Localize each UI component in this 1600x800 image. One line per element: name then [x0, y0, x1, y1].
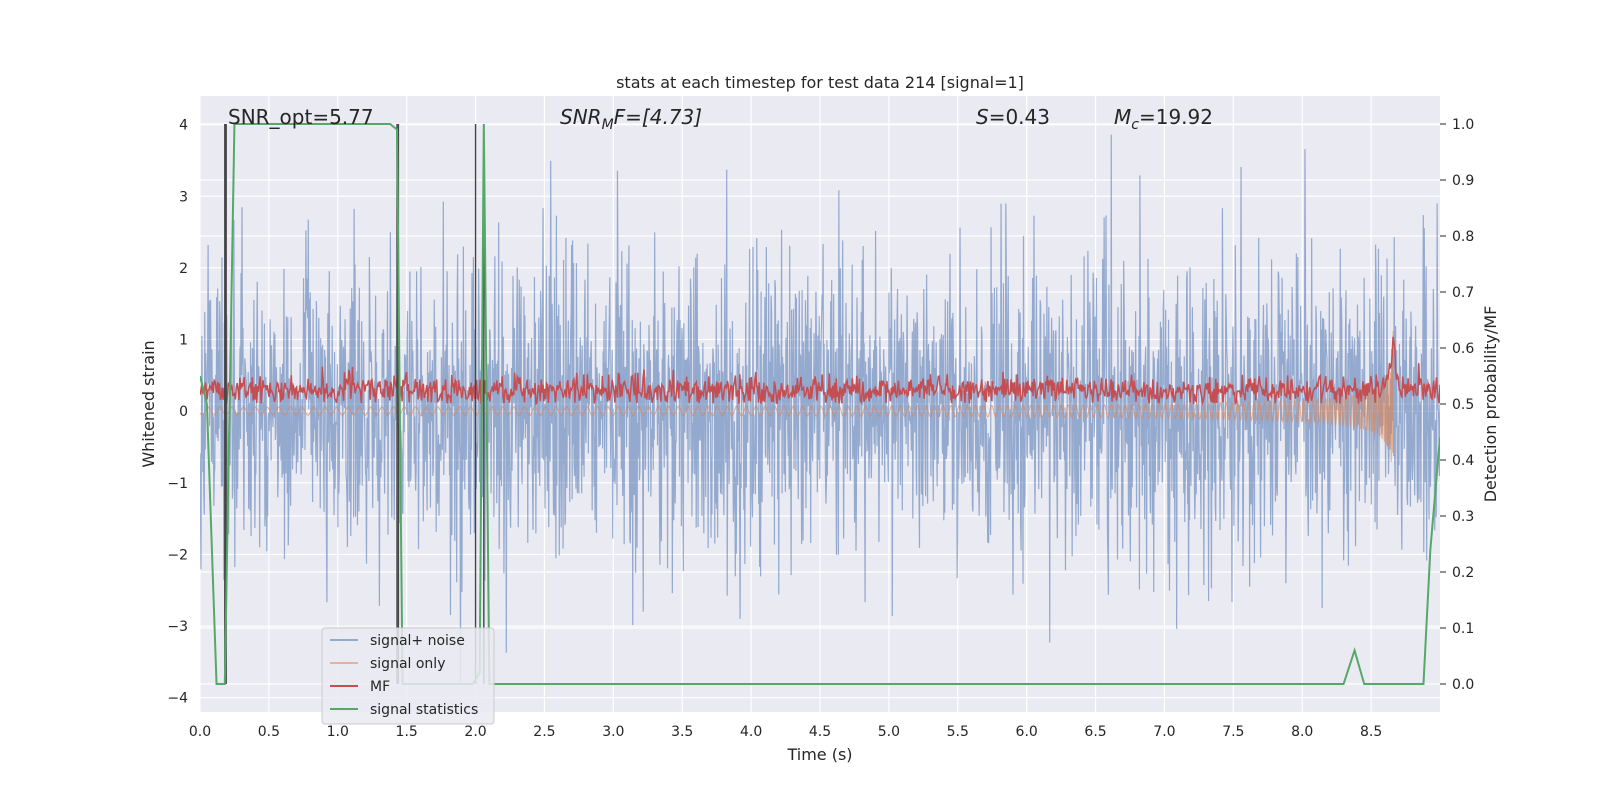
y-tick-label: 4 [179, 118, 188, 134]
y2-tick-label: 0.1 [1452, 621, 1474, 637]
x-tick-label: 3.0 [602, 724, 624, 740]
x-tick-label: 4.0 [740, 724, 762, 740]
y2-tick-label: 1.0 [1452, 117, 1474, 133]
x-tick-label: 4.5 [809, 724, 831, 740]
y2-tick-label: 0.0 [1452, 677, 1474, 693]
x-tick-label: 1.0 [327, 724, 349, 740]
y-tick-labels: −4 −3 −2 −1 0 1 2 3 4 [167, 118, 188, 707]
annotation-s: S=0.43 [976, 105, 1050, 129]
x-tick-labels: 0.0 0.5 1.0 1.5 2.0 2.5 3.0 3.5 4.0 4.5 5.0 5.5 6.0 6… [189, 724, 1382, 740]
series-signal-noise [200, 134, 1440, 684]
x-tick-label: 7.0 [1153, 724, 1175, 740]
y-tick-label: −1 [167, 476, 188, 492]
annotation-snr-opt: SNR_opt=5.77 [228, 105, 374, 129]
x-tick-label: 5.5 [947, 724, 969, 740]
y-axis-label: Whitened strain [139, 340, 158, 467]
x-tick-label: 6.5 [1084, 724, 1106, 740]
annotation-snr-mf: SNRMF=[4.73] [560, 105, 702, 133]
y2-tick-label: 0.9 [1452, 173, 1474, 189]
y-tick-label: −4 [167, 691, 188, 707]
legend-box [321, 627, 495, 725]
legend-label-signal-noise: signal+ noise [370, 633, 465, 649]
x-tick-label: 8.5 [1360, 724, 1382, 740]
y-tick-label: 0 [179, 404, 188, 420]
annotation-mc: Mc=19.92 [1114, 105, 1213, 133]
x-tick-label: 5.0 [878, 724, 900, 740]
x-tick-label: 2.5 [533, 724, 555, 740]
y2-tick-labels: 0.0 0.1 0.2 0.3 0.4 0.5 0.6 0.7 0.8 0.9 1.0 [1440, 117, 1474, 693]
x-tick-label: 7.5 [1222, 724, 1244, 740]
y2-tick-label: 0.2 [1452, 565, 1474, 581]
y2-tick-label: 0.3 [1452, 509, 1474, 525]
y2-tick-label: 0.8 [1452, 229, 1474, 245]
y2-tick-label: 0.4 [1452, 453, 1474, 469]
y2-tick-label: 0.7 [1452, 285, 1474, 301]
legend-label-signal-only: signal only [370, 656, 445, 672]
y-tick-label: −3 [167, 619, 188, 635]
legend-label-signal-statistics: signal statistics [370, 702, 478, 718]
x-tick-label: 6.0 [1016, 724, 1038, 740]
y2-tick-label: 0.6 [1452, 341, 1474, 357]
x-tick-label: 1.5 [396, 724, 418, 740]
y-tick-label: −2 [167, 547, 188, 563]
x-tick-label: 2.0 [464, 724, 486, 740]
x-tick-label: 3.5 [671, 724, 693, 740]
chart-title: stats at each timestep for test data 214… [616, 73, 1024, 92]
y-tick-label: 2 [179, 261, 188, 277]
x-tick-label: 0.0 [189, 724, 211, 740]
legend-label-mf: MF [370, 679, 390, 695]
legend: signal+ noise signal only MF signal stat… [321, 627, 495, 725]
y-tick-label: 1 [179, 333, 188, 349]
y2-axis-label: Detection probability/MF [1481, 306, 1500, 503]
x-axis-label: Time (s) [786, 745, 852, 764]
x-tick-label: 0.5 [258, 724, 280, 740]
y-tick-label: 3 [179, 189, 188, 205]
x-tick-label: 8.0 [1291, 724, 1313, 740]
series-mf [200, 336, 1440, 406]
y2-tick-label: 0.5 [1452, 397, 1474, 413]
